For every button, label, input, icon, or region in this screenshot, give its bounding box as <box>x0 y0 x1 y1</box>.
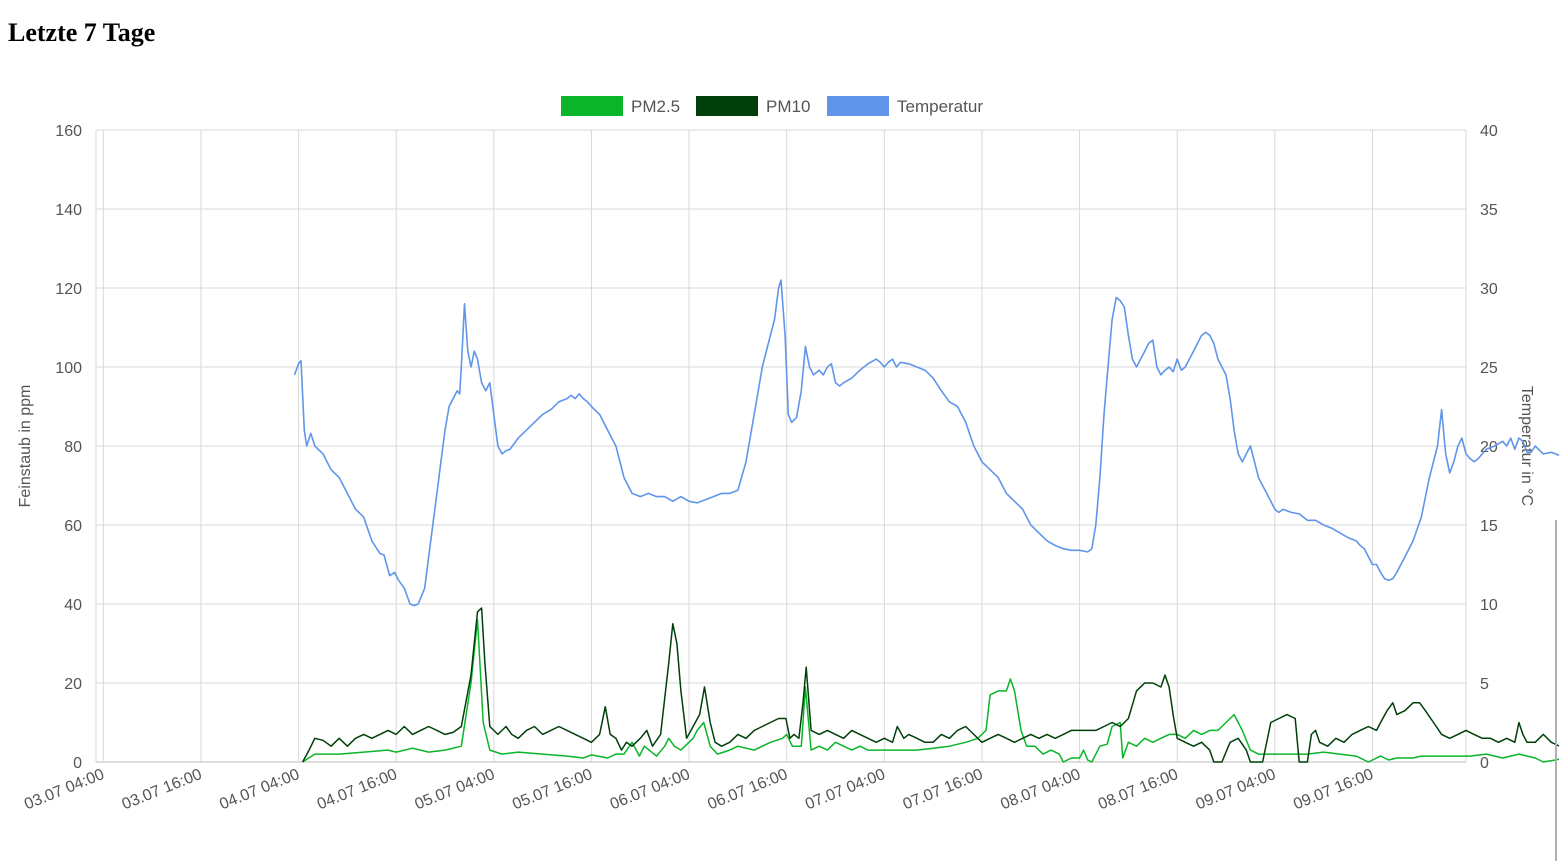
y-right-tick-label: 0 <box>1480 755 1489 772</box>
legend-swatch <box>696 96 758 116</box>
y-right-tick-label: 10 <box>1480 597 1498 614</box>
y-left-tick-label: 60 <box>64 518 82 535</box>
y-left-tick-label: 160 <box>55 123 82 140</box>
series-line-pm10 <box>303 217 1559 762</box>
grid <box>96 130 1466 762</box>
x-tick-label: 07.07 04:00 <box>803 766 888 813</box>
y-right-tick-label: 25 <box>1480 360 1498 377</box>
series <box>295 217 1559 762</box>
x-tick-label: 05.07 04:00 <box>413 766 498 813</box>
y-left-tick-label: 0 <box>73 755 82 772</box>
legend-swatch <box>561 96 623 116</box>
legend: PM2.5 PM10 Temperatur <box>561 96 983 116</box>
y-left-axis-title: Feinstaub in ppm <box>17 385 34 508</box>
x-tick-label: 04.07 04:00 <box>217 766 302 813</box>
y-right-axis-title: Temperatur in °C <box>1518 386 1535 506</box>
y-right-tick-label: 40 <box>1480 123 1498 140</box>
y-left-tick-label: 140 <box>55 202 82 219</box>
y-right-tick-label: 35 <box>1480 202 1498 219</box>
x-tick-label: 09.07 16:00 <box>1291 766 1376 813</box>
legend-swatch <box>827 96 889 116</box>
x-tick-label: 04.07 16:00 <box>315 766 400 813</box>
x-tick-label: 07.07 16:00 <box>901 766 986 813</box>
x-tick-label: 08.07 04:00 <box>998 766 1083 813</box>
x-tick-label: 06.07 16:00 <box>705 766 790 813</box>
y-left-tick-label: 40 <box>64 597 82 614</box>
y-right-tick-label: 5 <box>1480 676 1489 693</box>
x-tick-label: 05.07 16:00 <box>510 766 595 813</box>
legend-label: PM2.5 <box>631 97 680 116</box>
series-line-temperatur <box>295 280 1559 605</box>
y-right-tick-label: 30 <box>1480 281 1498 298</box>
y-left-tick-label: 80 <box>64 439 82 456</box>
x-tick-label: 08.07 16:00 <box>1096 766 1181 813</box>
x-tick-label: 03.07 16:00 <box>120 766 205 813</box>
y-left-tick-label: 20 <box>64 676 82 693</box>
y-left-tick-label: 100 <box>55 360 82 377</box>
y-left-tick-label: 120 <box>55 281 82 298</box>
x-tick-label: 06.07 04:00 <box>608 766 693 813</box>
x-tick-label: 09.07 04:00 <box>1194 766 1279 813</box>
y-right-tick-label: 15 <box>1480 518 1498 535</box>
series-line-pm25 <box>303 620 1559 762</box>
window-edge-divider <box>1555 520 1557 861</box>
legend-label: PM10 <box>766 97 810 116</box>
x-tick-label: 03.07 04:00 <box>22 766 107 813</box>
legend-label: Temperatur <box>897 97 983 116</box>
